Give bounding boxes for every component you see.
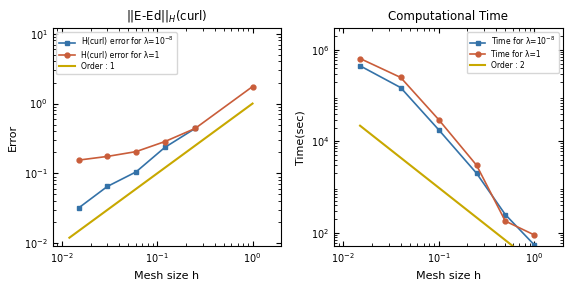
H(curl) error for λ=1: [192, 127, 199, 130]
Time for λ=1: [435, 118, 442, 121]
Time for λ=1: [357, 57, 364, 60]
Time for λ=10$^{-8}$: [530, 243, 537, 246]
Y-axis label: Error: Error: [9, 124, 18, 151]
Legend: H(curl) error for λ=10$^{-8}$, H(curl) error for λ=1, Order : 1: H(curl) error for λ=10$^{-8}$, H(curl) e…: [57, 32, 176, 74]
Title: Computational Time: Computational Time: [388, 10, 508, 23]
H(curl) error for λ=1: [104, 155, 111, 158]
Order : 1: (0.012, 0.012): 1: (0.012, 0.012): [66, 236, 73, 240]
Time for λ=1: [397, 76, 404, 79]
Line: Time for λ=1: Time for λ=1: [357, 56, 536, 237]
X-axis label: Mesh size h: Mesh size h: [416, 271, 481, 281]
H(curl) error for λ=1: [249, 85, 256, 88]
Line: Order : 2: Order : 2: [360, 126, 534, 263]
Time for λ=10$^{-8}$: [473, 172, 480, 175]
H(curl) error for λ=10$^{-8}$: [104, 185, 111, 188]
X-axis label: Mesh size h: Mesh size h: [134, 271, 199, 281]
Title: ||E-Ed||$_H$(curl): ||E-Ed||$_H$(curl): [126, 8, 207, 24]
Line: Order : 1: Order : 1: [70, 103, 252, 238]
Time for λ=10$^{-8}$: [435, 128, 442, 131]
Time for λ=10$^{-8}$: [502, 213, 509, 216]
H(curl) error for λ=10$^{-8}$: [161, 146, 168, 149]
Line: H(curl) error for λ=1: H(curl) error for λ=1: [76, 84, 255, 162]
Time for λ=1: [473, 164, 480, 167]
H(curl) error for λ=1: [132, 150, 139, 153]
Time for λ=10$^{-8}$: [397, 86, 404, 89]
H(curl) error for λ=10$^{-8}$: [192, 127, 199, 130]
Line: Time for λ=10$^{-8}$: Time for λ=10$^{-8}$: [357, 63, 536, 247]
Time for λ=1: [502, 219, 509, 223]
H(curl) error for λ=1: [75, 158, 82, 162]
Y-axis label: Time(sec): Time(sec): [295, 110, 305, 165]
Line: H(curl) error for λ=10$^{-8}$: H(curl) error for λ=10$^{-8}$: [76, 126, 198, 210]
Order : 2: (1, 22): 2: (1, 22): [530, 261, 537, 264]
H(curl) error for λ=10$^{-8}$: [75, 206, 82, 210]
Order : 1: (1, 1): 1: (1, 1): [249, 102, 256, 105]
H(curl) error for λ=1: [161, 140, 168, 143]
Legend: Time for λ=10$^{-8}$, Time for λ=1, Order : 2: Time for λ=10$^{-8}$, Time for λ=1, Orde…: [467, 32, 559, 73]
Time for λ=1: [530, 233, 537, 236]
Order : 2: (0.015, 2.2e+04): 2: (0.015, 2.2e+04): [357, 124, 364, 127]
Time for λ=10$^{-8}$: [357, 64, 364, 68]
H(curl) error for λ=10$^{-8}$: [132, 170, 139, 174]
